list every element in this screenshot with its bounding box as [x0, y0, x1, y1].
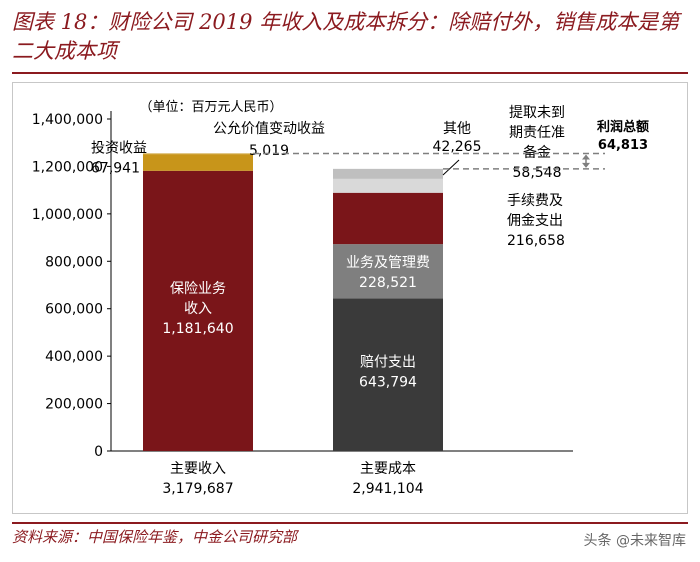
label-admin-line-1: 228,521 — [359, 275, 417, 291]
label-claims-line-0: 赔付支出 — [360, 355, 416, 371]
leader-other — [442, 159, 460, 176]
label-other-line-0: 其他 — [443, 121, 471, 137]
source-note: 资料来源：中国保险年鉴，中金公司研究部 — [12, 528, 298, 546]
y-tick-label: 400,000 — [45, 349, 103, 365]
bar-segment-2 — [143, 153, 253, 155]
y-tick-label: 200,000 — [45, 397, 103, 413]
label-commission-line-1: 佣金支出 — [507, 213, 563, 229]
label-investment-line-1: 67,941 — [91, 161, 140, 177]
label-commission-line-2: 216,658 — [507, 233, 565, 249]
chart-frame: 0 200,000 400,000 600,000 800,000 1,000,000 1,… — [12, 82, 688, 514]
profit-arrow-head-up — [582, 154, 590, 160]
bar-segment-0 — [143, 170, 253, 451]
y-tick-label: 1,400,000 — [32, 112, 103, 128]
bar-segment-3 — [333, 298, 443, 451]
bar-segment-5 — [333, 192, 443, 245]
profit-arrow-head-down — [582, 162, 590, 168]
label-reserve-line-3: 58,548 — [513, 165, 562, 181]
y-tick-label: 1,200,000 — [32, 159, 103, 175]
label-premium-line-2: 1,181,640 — [162, 321, 233, 337]
stacked-bar-chart: 0 200,000 400,000 600,000 800,000 1,000,000 1,… — [32, 100, 649, 497]
profit-label-value: 64,813 — [598, 138, 648, 153]
label-commission-line-0: 手续费及 — [507, 192, 563, 209]
label-reserve-line-2: 备金 — [523, 144, 551, 161]
label-reserve-line-1: 期责任准 — [509, 125, 565, 141]
label-fair-value-line-1: 5,019 — [249, 143, 289, 159]
x-category-total-1: 2,941,104 — [352, 481, 423, 497]
label-other-line-1: 42,265 — [433, 139, 482, 155]
bar-segment-6 — [333, 178, 443, 193]
bar-segment-4 — [333, 244, 443, 299]
y-tick-label: 800,000 — [45, 254, 103, 270]
label-fair-value-line-0: 公允价值变动收益 — [213, 121, 325, 137]
x-category-label-1: 主要成本 — [360, 461, 416, 477]
chart-title: 图表 18：财险公司 2019 年收入及成本拆分：除赔付外，销售成本是第二大成本… — [12, 10, 680, 63]
bar-segment-7 — [333, 168, 443, 179]
label-admin-line-0: 业务及管理费 — [346, 255, 430, 271]
bar-segment-1 — [143, 154, 253, 171]
footer-divider — [12, 522, 688, 524]
y-tick-label: 1,000,000 — [32, 207, 103, 223]
profit-label-name: 利润总额 — [597, 119, 649, 135]
label-claims-line-1: 643,794 — [359, 375, 417, 391]
title-divider — [12, 72, 688, 74]
label-premium-line-1: 收入 — [184, 301, 212, 317]
unit-note: （单位：百万元人民币） — [139, 100, 282, 115]
label-investment-line-0: 投资收益 — [91, 141, 147, 157]
watermark: 头条 @未来智库 — [583, 533, 686, 549]
x-category-total-0: 3,179,687 — [162, 481, 233, 497]
x-category-label-0: 主要收入 — [170, 461, 226, 477]
y-tick-label: 0 — [94, 444, 103, 460]
label-reserve-line-0: 提取未到 — [509, 105, 565, 121]
label-premium-line-0: 保险业务 — [170, 281, 226, 297]
y-tick-label: 600,000 — [45, 302, 103, 318]
